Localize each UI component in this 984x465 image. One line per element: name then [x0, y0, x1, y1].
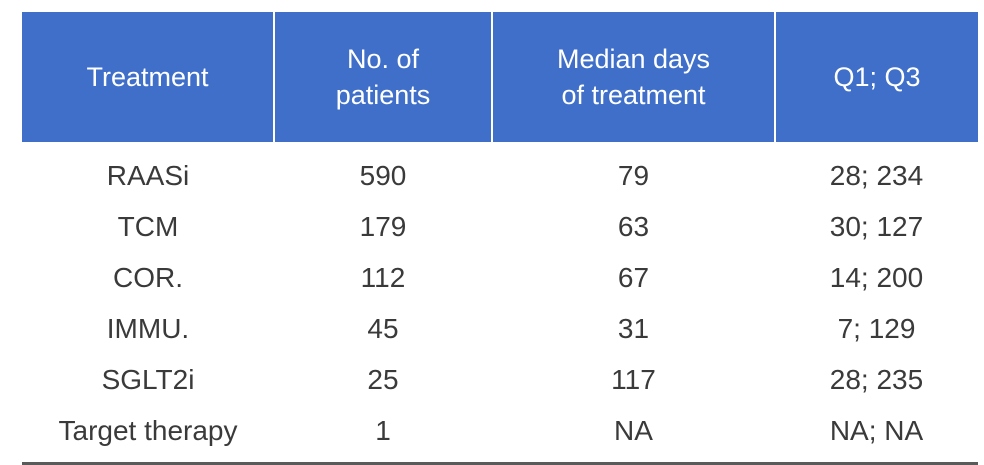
table-row: IMMU. 45 31 7; 129: [22, 303, 978, 354]
cell-median-days: 117: [611, 363, 656, 395]
cell-median-days: 79: [617, 159, 650, 191]
cell-median-days: 31: [617, 312, 650, 344]
header-no-of-patients: No. of patients: [274, 12, 493, 142]
table-row: TCM 179 63 30; 127: [22, 201, 978, 252]
table-row: Target therapy 1 NA NA; NA: [22, 405, 978, 456]
cell-patients: 45: [367, 312, 399, 344]
cell-q1-q3: 28; 235: [829, 363, 924, 395]
header-row: Treatment No. of patients Median days of…: [22, 12, 978, 142]
cell-treatment: Target therapy: [58, 414, 238, 446]
table-row: RAASi 590 79 28; 234: [22, 142, 978, 201]
cell-patients: 25: [367, 363, 399, 395]
cell-patients: 590: [359, 159, 407, 191]
cell-patients: 112: [360, 261, 406, 293]
cell-median-days: NA: [614, 414, 653, 446]
cell-q1-q3: 28; 234: [829, 159, 924, 191]
cell-treatment: SGLT2i: [101, 363, 195, 395]
table-body: RAASi 590 79 28; 234 TCM 179 63 30; 127 …: [22, 142, 978, 456]
cell-q1-q3: 30; 127: [829, 210, 924, 242]
table-header: Treatment No. of patients Median days of…: [22, 12, 978, 142]
cell-treatment: TCM: [117, 210, 179, 242]
table-row: COR. 112 67 14; 200: [22, 252, 978, 303]
treatment-table: Treatment No. of patients Median days of…: [22, 12, 978, 456]
treatment-table-container: Treatment No. of patients Median days of…: [22, 12, 978, 465]
cell-treatment: IMMU.: [106, 312, 190, 344]
cell-median-days: 67: [617, 261, 650, 293]
cell-median-days: 63: [617, 210, 650, 242]
header-q1-q3: Q1; Q3: [775, 12, 978, 142]
cell-patients: 1: [375, 414, 391, 446]
cell-treatment: COR.: [113, 261, 183, 293]
cell-q1-q3: 14; 200: [829, 261, 924, 293]
cell-q1-q3: 7; 129: [837, 312, 916, 344]
header-median-days: Median days of treatment: [492, 12, 776, 142]
table-row: SGLT2i 25 117 28; 235: [22, 354, 978, 405]
header-treatment: Treatment: [22, 12, 275, 142]
cell-patients: 179: [359, 210, 407, 242]
cell-treatment: RAASi: [106, 159, 190, 191]
cell-q1-q3: NA; NA: [829, 414, 924, 446]
